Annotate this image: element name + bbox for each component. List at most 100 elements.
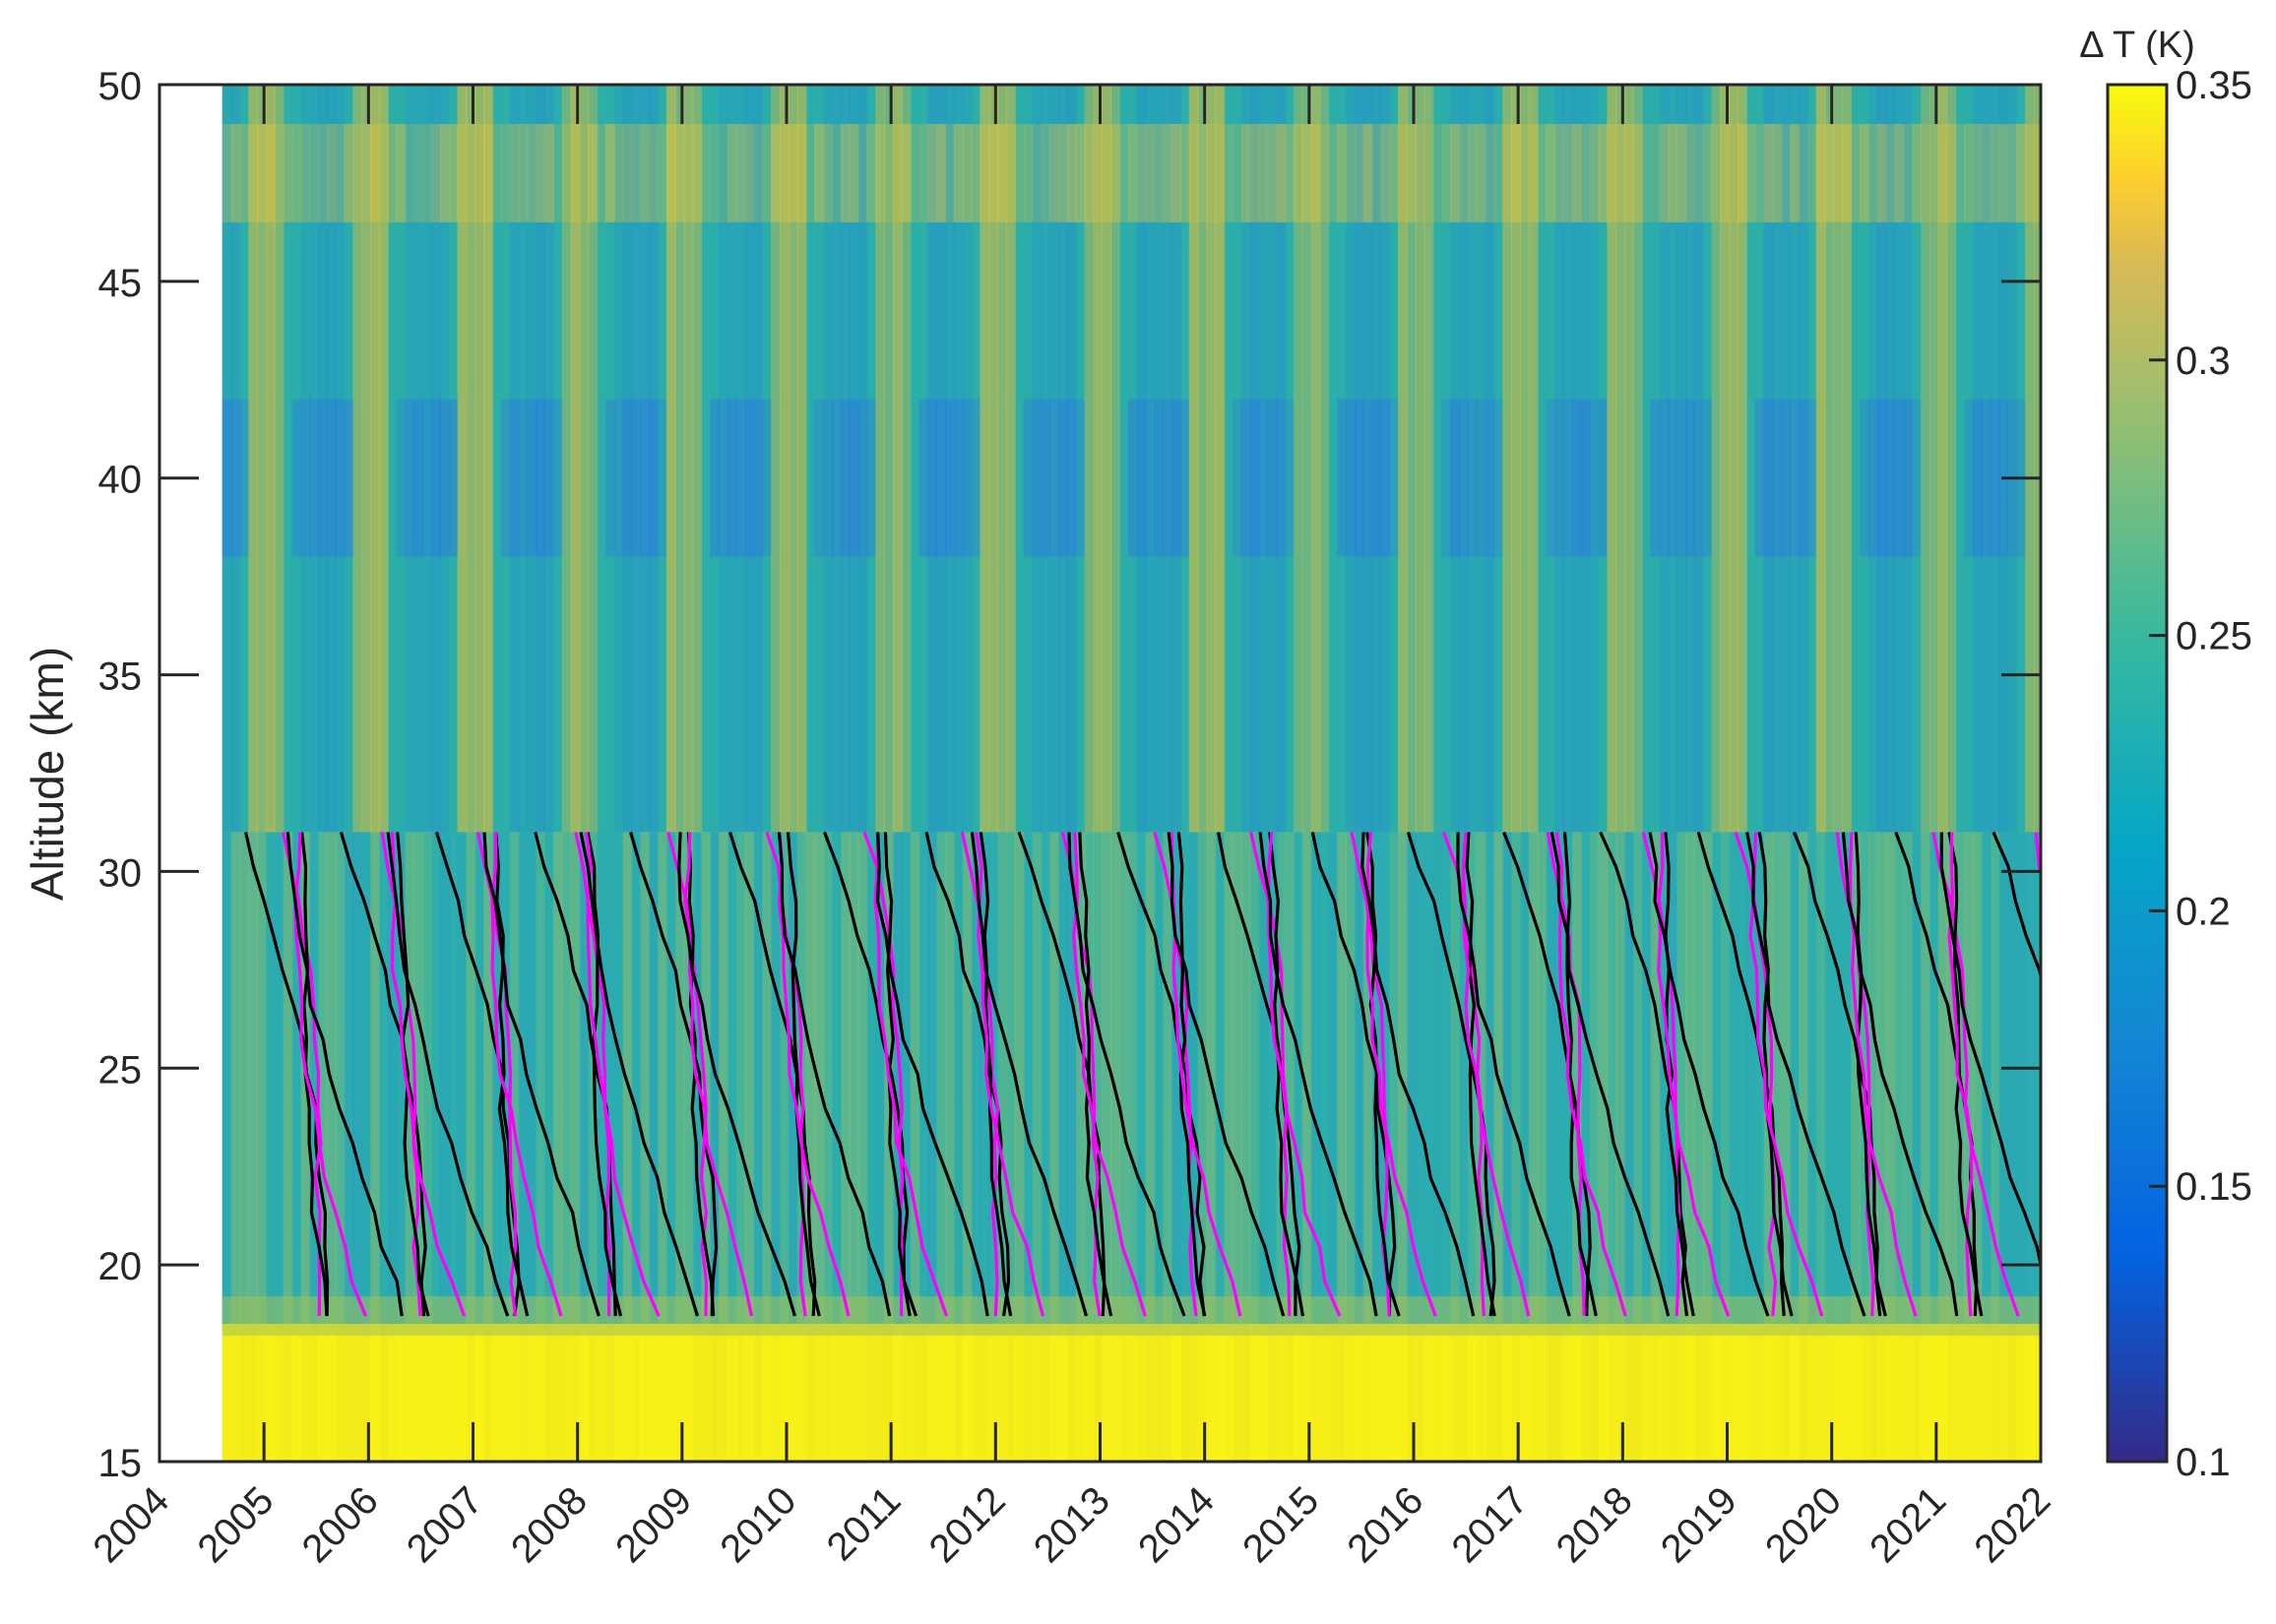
texture-stripe: [1032, 123, 1043, 222]
texture-stripe: [1806, 123, 1817, 222]
texture-stripe: [1754, 123, 1765, 222]
texture-stripe: [483, 832, 493, 1325]
texture-stripe: [2033, 85, 2041, 833]
texture-stripe: [832, 399, 842, 557]
texture-stripe: [335, 85, 346, 833]
texture-stripe: [1851, 832, 1861, 1325]
texture-stripe: [570, 832, 581, 1325]
texture-stripe: [1842, 832, 1853, 1325]
texture-stripe: [318, 399, 328, 557]
texture-stripe: [422, 85, 433, 833]
texture-stripe: [1876, 123, 1887, 222]
texture-stripe: [805, 832, 816, 1325]
x-tick-label: 2014: [1130, 1478, 1223, 1571]
texture-stripe: [309, 85, 320, 833]
texture-stripe: [1824, 123, 1835, 222]
texture-stripe: [1702, 832, 1713, 1325]
texture-stripe: [1285, 1324, 1295, 1462]
texture-stripe: [1023, 399, 1034, 557]
texture-stripe: [936, 1324, 947, 1462]
texture-stripe: [1815, 85, 1826, 833]
texture-stripe: [892, 85, 903, 833]
texture-stripe: [1380, 399, 1391, 557]
texture-stripe: [1799, 399, 1808, 557]
texture-stripe: [1005, 1324, 1016, 1462]
texture-stripe: [396, 399, 407, 557]
contour-line-black: [1757, 832, 1794, 1317]
texture-stripe: [901, 1324, 912, 1462]
texture-stripe: [892, 1324, 903, 1462]
texture-stripe: [283, 123, 293, 222]
texture-stripe: [457, 832, 468, 1325]
texture-stripe: [1127, 832, 1138, 1325]
texture-stripe: [1345, 1324, 1356, 1462]
colorbar-tick-label: 0.2: [2176, 890, 2231, 933]
texture-stripe: [744, 399, 755, 557]
texture-stripe: [1224, 123, 1233, 222]
texture-stripe: [1885, 1324, 1896, 1462]
texture-stripe: [1990, 123, 2000, 222]
y-tick-label: 40: [98, 459, 143, 502]
texture-stripe: [1093, 123, 1104, 222]
texture-stripe: [1598, 85, 1609, 833]
texture-stripe: [2033, 123, 2041, 222]
texture-stripe: [1423, 1324, 1434, 1462]
texture-stripe: [631, 85, 642, 833]
texture-stripe: [953, 123, 964, 222]
texture-stripe: [570, 85, 581, 833]
texture-stripe: [230, 399, 241, 557]
texture-stripe: [1354, 85, 1364, 833]
texture-stripe: [257, 832, 267, 1325]
texture-stripe: [1310, 123, 1321, 222]
texture-stripe: [1032, 832, 1043, 1325]
texture-stripe: [1815, 123, 1826, 222]
texture-stripe: [744, 85, 755, 833]
texture-stripe: [1824, 832, 1835, 1325]
texture-stripe: [771, 832, 781, 1325]
texture-stripe: [500, 85, 511, 833]
texture-stripe: [771, 123, 781, 222]
texture-stripe: [1799, 1324, 1808, 1462]
y-tick-label: 15: [98, 1442, 143, 1485]
texture-stripe: [527, 85, 537, 833]
texture-stripe: [762, 399, 773, 557]
texture-stripe: [291, 399, 302, 557]
texture-stripe: [1572, 123, 1582, 222]
texture-stripe: [326, 85, 337, 833]
texture-stripe: [649, 832, 660, 1325]
texture-stripe: [613, 399, 624, 557]
texture-stripe: [1432, 85, 1443, 833]
texture-stripe: [1632, 85, 1643, 833]
y-tick-label: 45: [98, 262, 143, 305]
texture-stripe: [1154, 85, 1165, 833]
texture-stripe: [439, 123, 450, 222]
texture-stripe: [674, 85, 685, 833]
texture-stripe: [918, 399, 929, 557]
texture-stripe: [1450, 85, 1461, 833]
texture-stripe: [1310, 85, 1321, 833]
texture-stripe: [1790, 85, 1801, 833]
texture-stripe: [1554, 123, 1565, 222]
texture-stripe: [1267, 123, 1278, 222]
texture-stripe: [779, 123, 790, 222]
texture-stripe: [239, 123, 250, 222]
texture-stripe: [796, 123, 807, 222]
texture-stripe: [945, 85, 955, 833]
texture-stripe: [640, 832, 651, 1325]
texture-stripe: [1659, 832, 1670, 1325]
texture-stripe: [1485, 123, 1495, 222]
texture-stripe: [221, 1324, 232, 1462]
texture-stripe: [805, 123, 816, 222]
texture-stripe: [753, 832, 764, 1325]
texture-stripe: [1702, 123, 1713, 222]
texture-stripe: [326, 399, 337, 557]
texture-stripe: [1023, 123, 1034, 222]
texture-stripe: [1276, 85, 1287, 833]
texture-stripe: [318, 85, 328, 833]
texture-stripe: [518, 399, 529, 557]
texture-stripe: [552, 1324, 563, 1462]
texture-stripe: [1049, 832, 1060, 1325]
texture-stripe: [857, 123, 868, 222]
texture-stripe: [649, 85, 660, 833]
texture-stripe: [1485, 85, 1495, 833]
